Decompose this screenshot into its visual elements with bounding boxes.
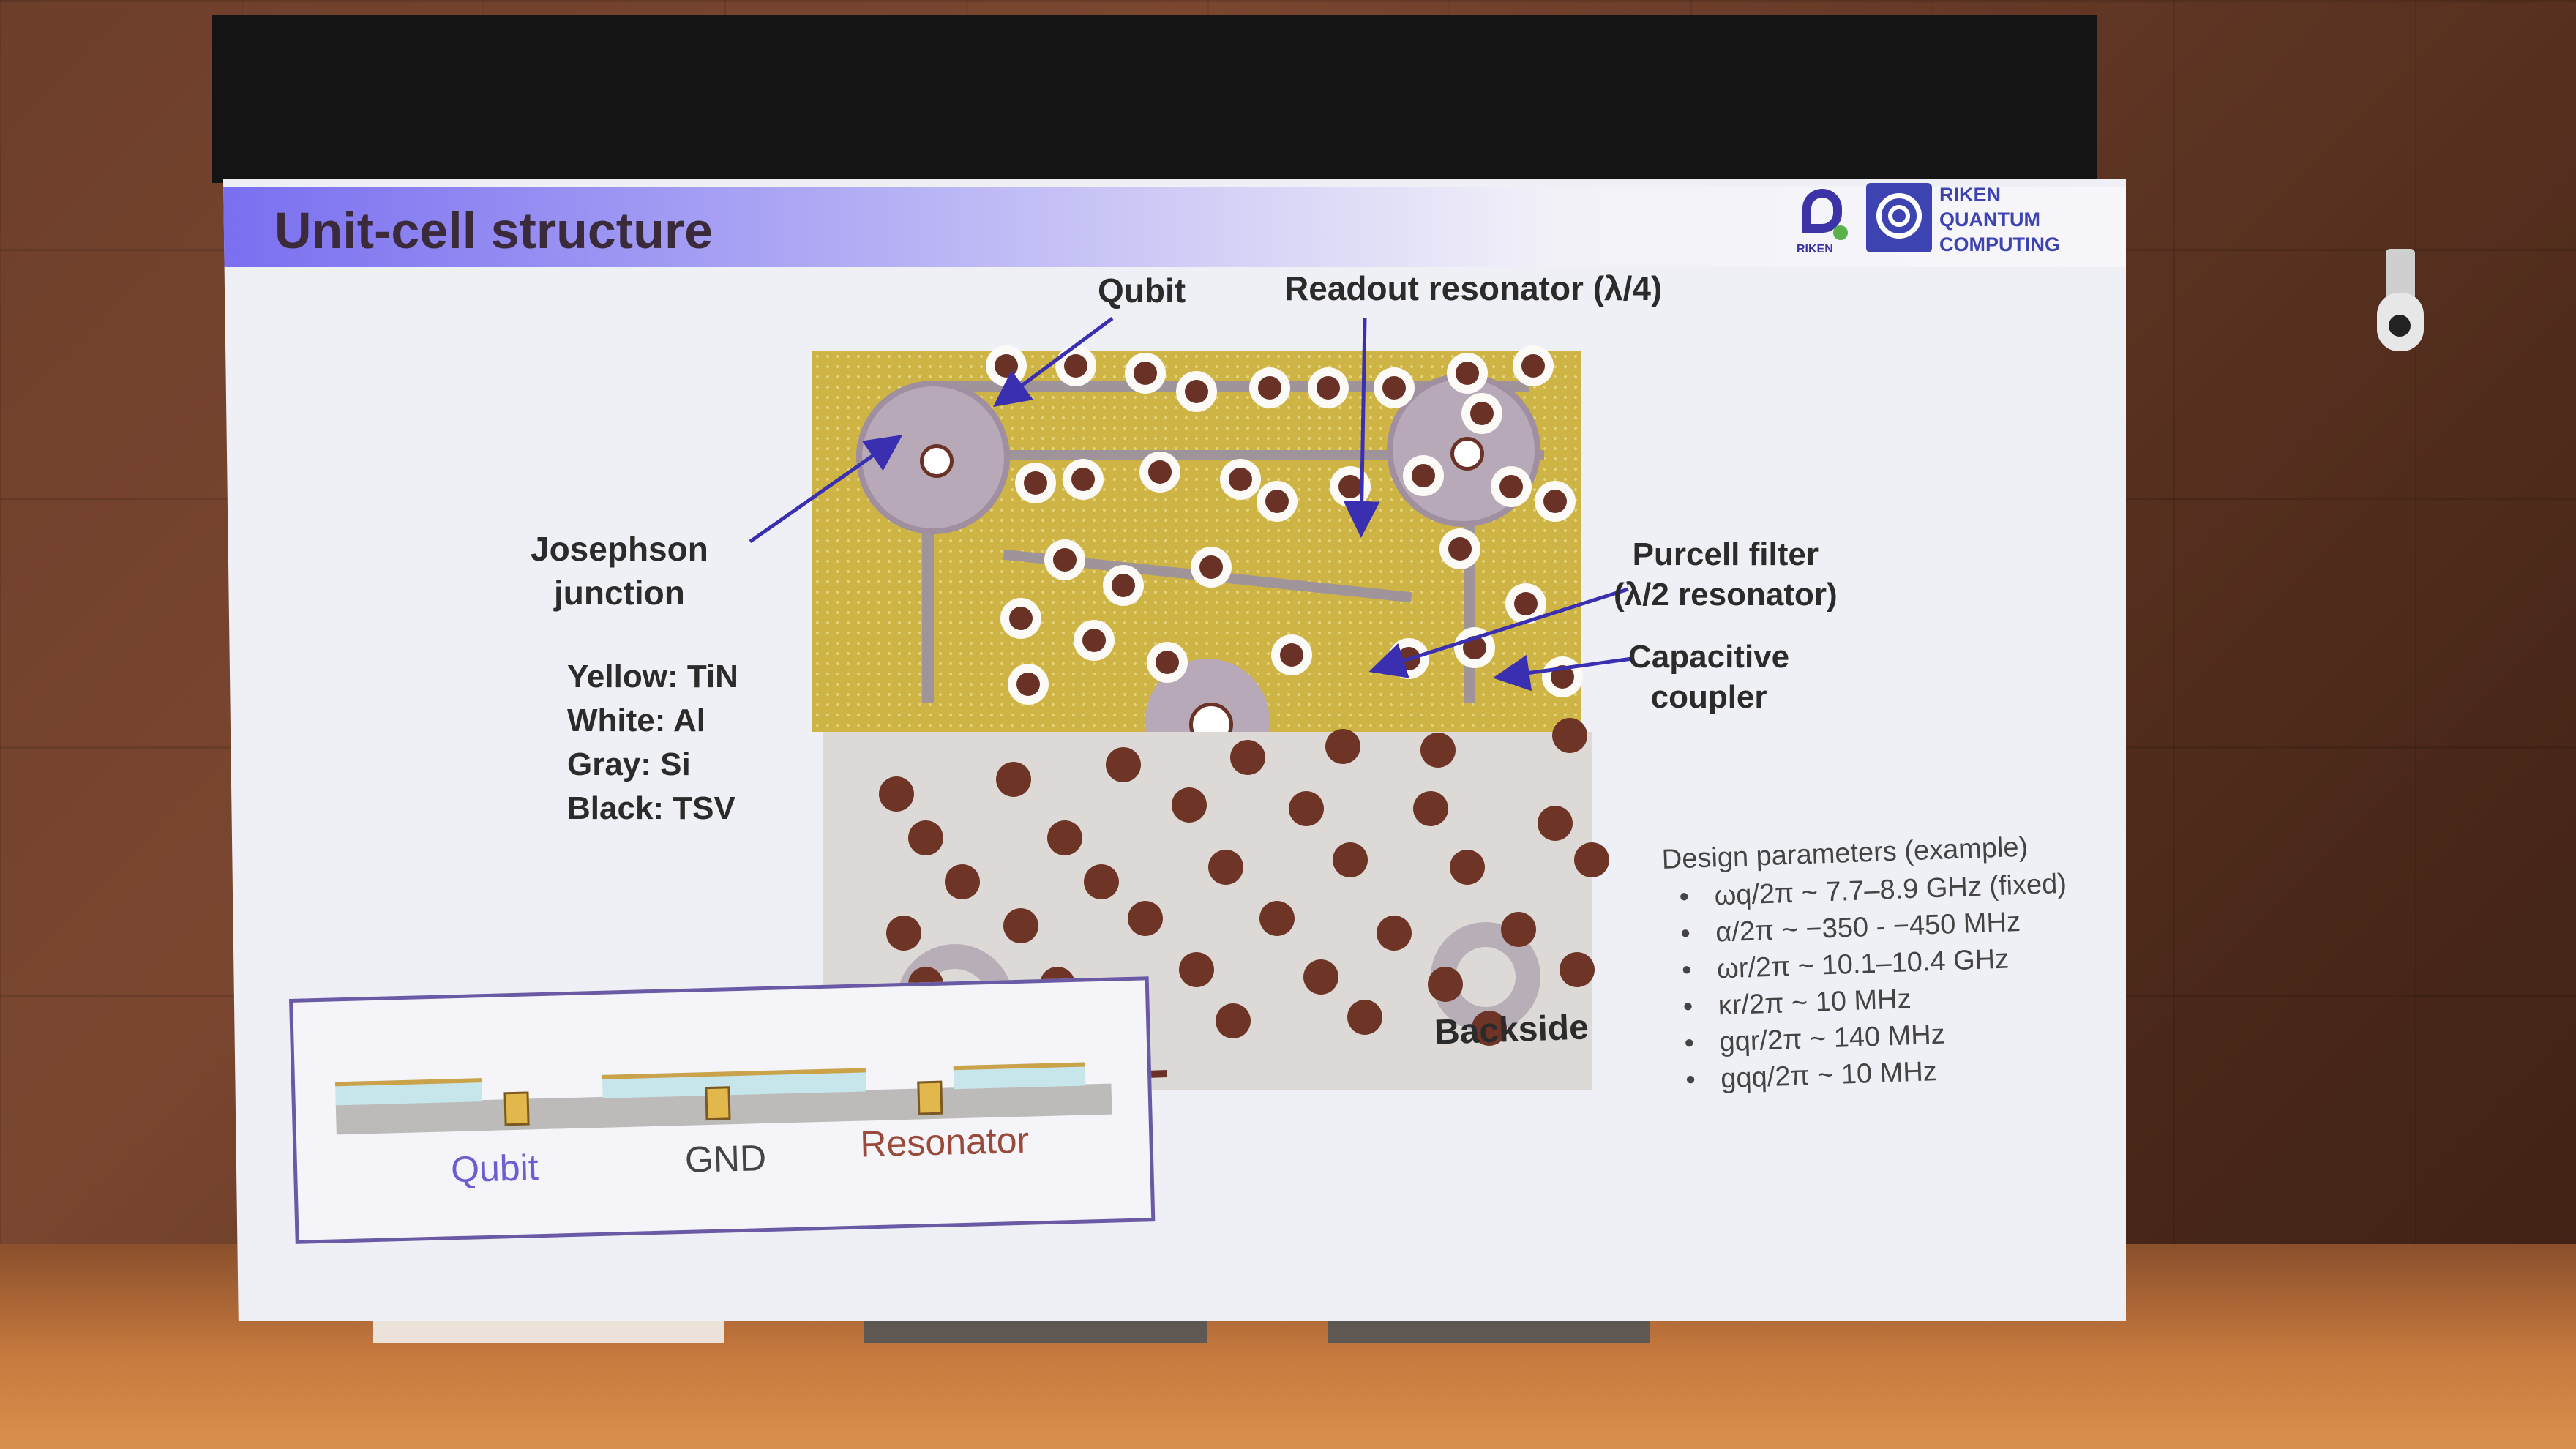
security-camera — [2371, 249, 2430, 359]
material-legend: Yellow: TiN White: Al Gray: Si Black: TS… — [567, 655, 738, 831]
projector-housing — [212, 15, 2097, 183]
quantum-logo-icon — [1866, 183, 1932, 252]
legend-item: Black: TSV — [567, 790, 735, 826]
slide-title: Unit-cell structure — [274, 202, 713, 259]
cross-section-diagram: Qubit GND Resonator — [289, 976, 1156, 1244]
chip-frontside-image — [812, 351, 1581, 732]
legend-item: White: Al — [567, 703, 705, 738]
xsec-qubit-label: Qubit — [450, 1147, 539, 1191]
design-parameters: Design parameters (example) ωq/2π ~ 7.7–… — [1661, 825, 2124, 1098]
riken-logo: RIKEN — [1797, 183, 1855, 263]
xsec-resonator-label: Resonator — [859, 1119, 1030, 1165]
lab-name: RIKEN QUANTUM COMPUTING — [1939, 184, 2060, 255]
capacitive-coupler-callout: Capacitive coupler — [1628, 639, 1790, 715]
riken-logo-text: RIKEN — [1797, 243, 1833, 255]
xsec-gnd-label: GND — [684, 1137, 767, 1180]
josephson-junction-callout: Josephson junction — [531, 530, 708, 612]
purcell-filter-callout: Purcell filter (λ/2 resonator) — [1614, 536, 1838, 613]
backside-label: Backside — [1434, 1008, 1590, 1052]
legend-item: Gray: Si — [567, 746, 691, 782]
readout-resonator-callout: Readout resonator (λ/4) — [1284, 269, 1663, 307]
legend-item: Yellow: TiN — [567, 659, 738, 694]
projection-screen: Unit-cell structure RIKEN RIKEN QUANTUM … — [223, 179, 2126, 1321]
qubit-callout: Qubit — [1098, 272, 1186, 310]
